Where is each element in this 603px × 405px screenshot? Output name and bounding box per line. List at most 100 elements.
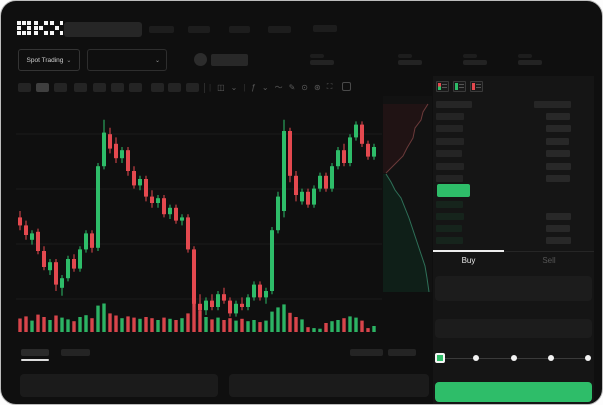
timeframe-button[interactable] xyxy=(74,83,87,92)
stat-label-skeleton xyxy=(518,54,532,58)
timeframe-button[interactable] xyxy=(168,83,181,92)
line-tool-icon[interactable]: 〜 xyxy=(274,82,283,92)
chevron-down-icon[interactable]: ⌄ xyxy=(261,82,269,92)
bid-price-skeleton[interactable] xyxy=(436,201,463,208)
stat-value-skeleton xyxy=(310,60,334,65)
camera-icon[interactable]: ⊙ xyxy=(301,82,308,92)
fullscreen-icon[interactable]: ⛶ xyxy=(326,82,333,91)
draw-icon[interactable]: ✎ xyxy=(288,82,296,92)
ask-amount-skeleton[interactable] xyxy=(546,175,570,182)
bid-price-skeleton[interactable] xyxy=(436,213,464,221)
ask-amount-skeleton[interactable] xyxy=(546,113,570,120)
buy-tab[interactable]: Buy xyxy=(461,256,476,265)
icon-lines xyxy=(476,84,481,90)
ask-price-skeleton[interactable] xyxy=(436,137,464,145)
price-input[interactable] xyxy=(435,276,592,301)
timeframe-button[interactable] xyxy=(111,83,124,92)
chart-tool-icons: | ◫ ⌄ | ƒ ⌄ 〜 ✎ ⊙ ⊛ ⛶ xyxy=(209,81,332,93)
buy-submit-button[interactable] xyxy=(435,382,592,402)
chart-footer-tab[interactable] xyxy=(21,349,49,356)
stat-label-skeleton xyxy=(398,54,412,58)
chart-footer-tab[interactable] xyxy=(61,349,90,356)
orderbook-layout-buys-icon[interactable] xyxy=(453,81,466,92)
ask-price-skeleton[interactable] xyxy=(436,125,463,133)
chart-footer-option[interactable] xyxy=(388,349,416,356)
ask-amount-skeleton[interactable] xyxy=(546,162,571,170)
amount-column-header-skeleton xyxy=(534,101,571,108)
tab-divider xyxy=(433,251,594,252)
timeframe-button[interactable] xyxy=(93,83,106,92)
last-price-badge[interactable] xyxy=(437,184,470,197)
timeframe-button[interactable] xyxy=(151,83,164,92)
price-column-header-skeleton xyxy=(436,101,472,108)
timeframe-button[interactable] xyxy=(54,83,67,92)
slider-stop-dot[interactable] xyxy=(585,355,591,361)
chevron-down-icon[interactable]: ⌄ xyxy=(230,82,238,92)
nav-item-skeleton[interactable] xyxy=(313,25,337,32)
chevron-down-icon: ⌄ xyxy=(66,57,72,64)
depth-chart xyxy=(383,96,432,292)
amount-input[interactable] xyxy=(435,319,592,338)
sell-tab[interactable]: Sell xyxy=(542,256,556,265)
slider-stop-dot[interactable] xyxy=(510,355,517,361)
order-book-panel: Buy Sell xyxy=(433,76,594,404)
settings-icon[interactable]: ⊛ xyxy=(313,82,321,92)
search-input[interactable] xyxy=(64,22,142,37)
toolbar-divider xyxy=(204,83,205,93)
chart-footer-option[interactable] xyxy=(350,349,383,356)
slider-stop-dot[interactable] xyxy=(473,355,480,361)
ask-price-skeleton[interactable] xyxy=(436,162,464,170)
bottom-panel-skeleton[interactable] xyxy=(229,374,429,397)
timeframe-button[interactable] xyxy=(36,83,49,92)
bid-price-skeleton[interactable] xyxy=(436,225,462,233)
buys-glyph xyxy=(455,83,458,90)
timeframe-button[interactable] xyxy=(18,83,31,92)
bid-price-skeleton[interactable] xyxy=(436,237,463,245)
bid-amount-skeleton[interactable] xyxy=(546,225,570,233)
stat-value-skeleton xyxy=(463,60,487,65)
stat-label-skeleton xyxy=(463,54,477,58)
orderbook-layout-both-icon[interactable] xyxy=(436,81,449,92)
stat-value-skeleton xyxy=(518,60,542,65)
slider-stop-dot[interactable] xyxy=(547,355,554,361)
ask-price-skeleton[interactable] xyxy=(436,175,463,182)
divider: | xyxy=(243,82,246,92)
timeframe-button[interactable] xyxy=(129,83,142,92)
amount-slider-handle[interactable] xyxy=(435,352,445,363)
nav-item-skeleton[interactable] xyxy=(149,26,174,33)
sells-glyph xyxy=(472,83,475,90)
stat-value-skeleton xyxy=(398,60,422,65)
pair-name-skeleton xyxy=(211,54,248,66)
market-type-selector[interactable]: Spot Trading ⌄ xyxy=(18,49,80,71)
icon-lines xyxy=(459,84,464,90)
bid-amount-skeleton[interactable] xyxy=(546,237,571,245)
expand-chart-icon[interactable] xyxy=(342,82,351,91)
bid-amount-skeleton[interactable] xyxy=(546,213,571,221)
ask-price-skeleton[interactable] xyxy=(436,113,464,120)
ask-amount-skeleton[interactable] xyxy=(546,125,571,133)
both-sides-glyph xyxy=(438,83,441,90)
ask-amount-skeleton[interactable] xyxy=(546,137,569,145)
buy-tab-indicator xyxy=(433,250,504,252)
stat-label-skeleton xyxy=(310,54,324,58)
nav-item-skeleton[interactable] xyxy=(229,26,250,33)
price-chart-canvas[interactable] xyxy=(16,96,382,346)
okx-logo[interactable] xyxy=(17,21,63,35)
nav-item-skeleton[interactable] xyxy=(268,26,291,33)
chevron-down-icon: ⌄ xyxy=(154,57,160,64)
orderbook-layout-sells-icon[interactable] xyxy=(470,81,483,92)
timeframe-button[interactable] xyxy=(186,83,199,92)
icon-lines xyxy=(442,84,447,90)
indicators-icon[interactable]: ƒ xyxy=(251,82,256,92)
chart-style-icon[interactable]: ◫ xyxy=(217,82,225,92)
divider: | xyxy=(209,82,212,92)
pair-selector-dropdown[interactable]: ⌄ xyxy=(87,49,167,71)
coin-icon xyxy=(194,53,207,66)
nav-item-skeleton[interactable] xyxy=(188,26,210,33)
ask-amount-skeleton[interactable] xyxy=(546,150,570,158)
bottom-panel-skeleton[interactable] xyxy=(20,374,218,397)
ask-price-skeleton[interactable] xyxy=(436,150,462,158)
market-type-label: Spot Trading xyxy=(26,56,64,64)
